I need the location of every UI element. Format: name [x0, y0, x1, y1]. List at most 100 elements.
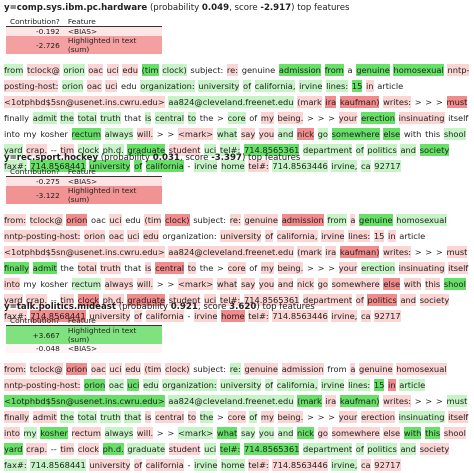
- token: tim: [60, 443, 75, 455]
- token: uci: [127, 230, 140, 242]
- token: 15: [373, 230, 385, 242]
- column-header: Contribution?: [6, 167, 64, 177]
- token: --: [50, 145, 57, 155]
- class-section: y=rec.sport.hockey (probability 0.031, s…: [4, 152, 470, 324]
- feature-table: Contribution? Feature +3.667 Highlighted in…: [6, 316, 162, 353]
- token: > > >: [306, 412, 336, 422]
- table-header-row: Contribution? Feature: [6, 167, 162, 177]
- token: with: [403, 278, 422, 290]
- token: to: [187, 411, 197, 423]
- token: admission: [281, 214, 324, 226]
- token: kosher: [40, 279, 68, 289]
- token: lines:: [348, 230, 371, 242]
- token: must: [446, 96, 468, 108]
- token: irvine: [194, 160, 218, 172]
- token: shool: [443, 128, 466, 140]
- token: total: [77, 262, 97, 274]
- token: fax#:: [4, 459, 27, 471]
- token: being.: [277, 112, 304, 124]
- token: say: [240, 278, 256, 290]
- highlighted-text: from: tclock@ orion oac uci edu (tim clo…: [4, 361, 470, 473]
- token: clock: [77, 294, 100, 306]
- token: your: [338, 112, 358, 124]
- token: truth: [100, 411, 121, 423]
- token: article: [377, 81, 404, 91]
- token: irvine,: [331, 459, 358, 471]
- token: irvine,: [331, 310, 358, 322]
- header-part: ) top features: [241, 153, 301, 163]
- token: ca: [361, 310, 371, 322]
- token: student: [168, 144, 201, 156]
- token: admit: [32, 262, 57, 274]
- feature: Highlighted in text (sum): [67, 36, 137, 54]
- token: tel#:: [219, 443, 241, 455]
- token: university: [198, 80, 240, 92]
- token: that: [124, 113, 142, 123]
- feature: Highlighted in text (sum): [67, 186, 137, 204]
- token: > > >: [306, 263, 336, 273]
- token: clock: [77, 443, 100, 455]
- token: subject:: [190, 65, 224, 75]
- token: uci: [106, 64, 119, 76]
- token: crap.: [26, 294, 48, 306]
- token: <mark>: [177, 427, 214, 439]
- token: clock): [165, 363, 190, 375]
- token: is: [144, 112, 152, 124]
- token: you: [258, 128, 275, 140]
- token: re:: [229, 363, 241, 375]
- token: nick: [297, 427, 314, 439]
- header-part: 3.620: [229, 302, 257, 312]
- token: 15: [351, 80, 363, 92]
- header-part: , score: [179, 153, 212, 163]
- token: and: [400, 144, 417, 156]
- token: and: [400, 294, 417, 306]
- token: the: [199, 113, 214, 123]
- section-header: y=rec.sport.hockey (probability 0.031, s…: [4, 152, 470, 165]
- token: oac: [108, 230, 124, 242]
- token: tclock@: [26, 64, 60, 76]
- token: orion: [66, 363, 88, 375]
- token: --: [50, 444, 57, 454]
- token: and: [277, 128, 294, 140]
- token: genuine: [359, 363, 393, 375]
- feature-row: -0.048 <BIAS>: [6, 344, 162, 353]
- header-part: 0.921: [170, 302, 198, 312]
- token: my: [23, 129, 37, 139]
- token: insinuating: [398, 262, 445, 274]
- token: genuine: [244, 363, 279, 375]
- header-part: (probability: [98, 153, 153, 163]
- token: that: [124, 263, 142, 273]
- token: kaufman): [339, 246, 380, 258]
- token: orion: [63, 64, 85, 76]
- token: -: [187, 161, 191, 171]
- token: home: [221, 160, 245, 172]
- table-header-row: Contribution? Feature: [6, 316, 162, 326]
- token: being.: [277, 262, 304, 274]
- token: edu: [125, 363, 141, 375]
- token: politics: [367, 443, 397, 455]
- token: article: [399, 231, 426, 241]
- token: --: [50, 295, 57, 305]
- token: the: [60, 112, 74, 124]
- token: itself: [448, 113, 469, 123]
- token: >: [217, 113, 224, 123]
- token: you: [258, 278, 275, 290]
- token: tel#:: [248, 160, 269, 172]
- token: of: [355, 144, 364, 156]
- token: -: [187, 311, 191, 321]
- token: 92717: [374, 160, 401, 172]
- token: (mark: [297, 395, 322, 407]
- token: 92717: [374, 310, 401, 322]
- token: california,: [276, 379, 318, 391]
- token: of: [134, 459, 143, 471]
- token: tim: [60, 294, 75, 306]
- token: central: [155, 262, 185, 274]
- token: california: [145, 459, 184, 471]
- token: go: [317, 427, 328, 439]
- token: ira: [325, 246, 337, 258]
- token: edu: [125, 215, 141, 225]
- token: of: [249, 113, 258, 123]
- token: society: [419, 443, 450, 455]
- token: of: [134, 160, 143, 172]
- token: 15: [373, 379, 385, 391]
